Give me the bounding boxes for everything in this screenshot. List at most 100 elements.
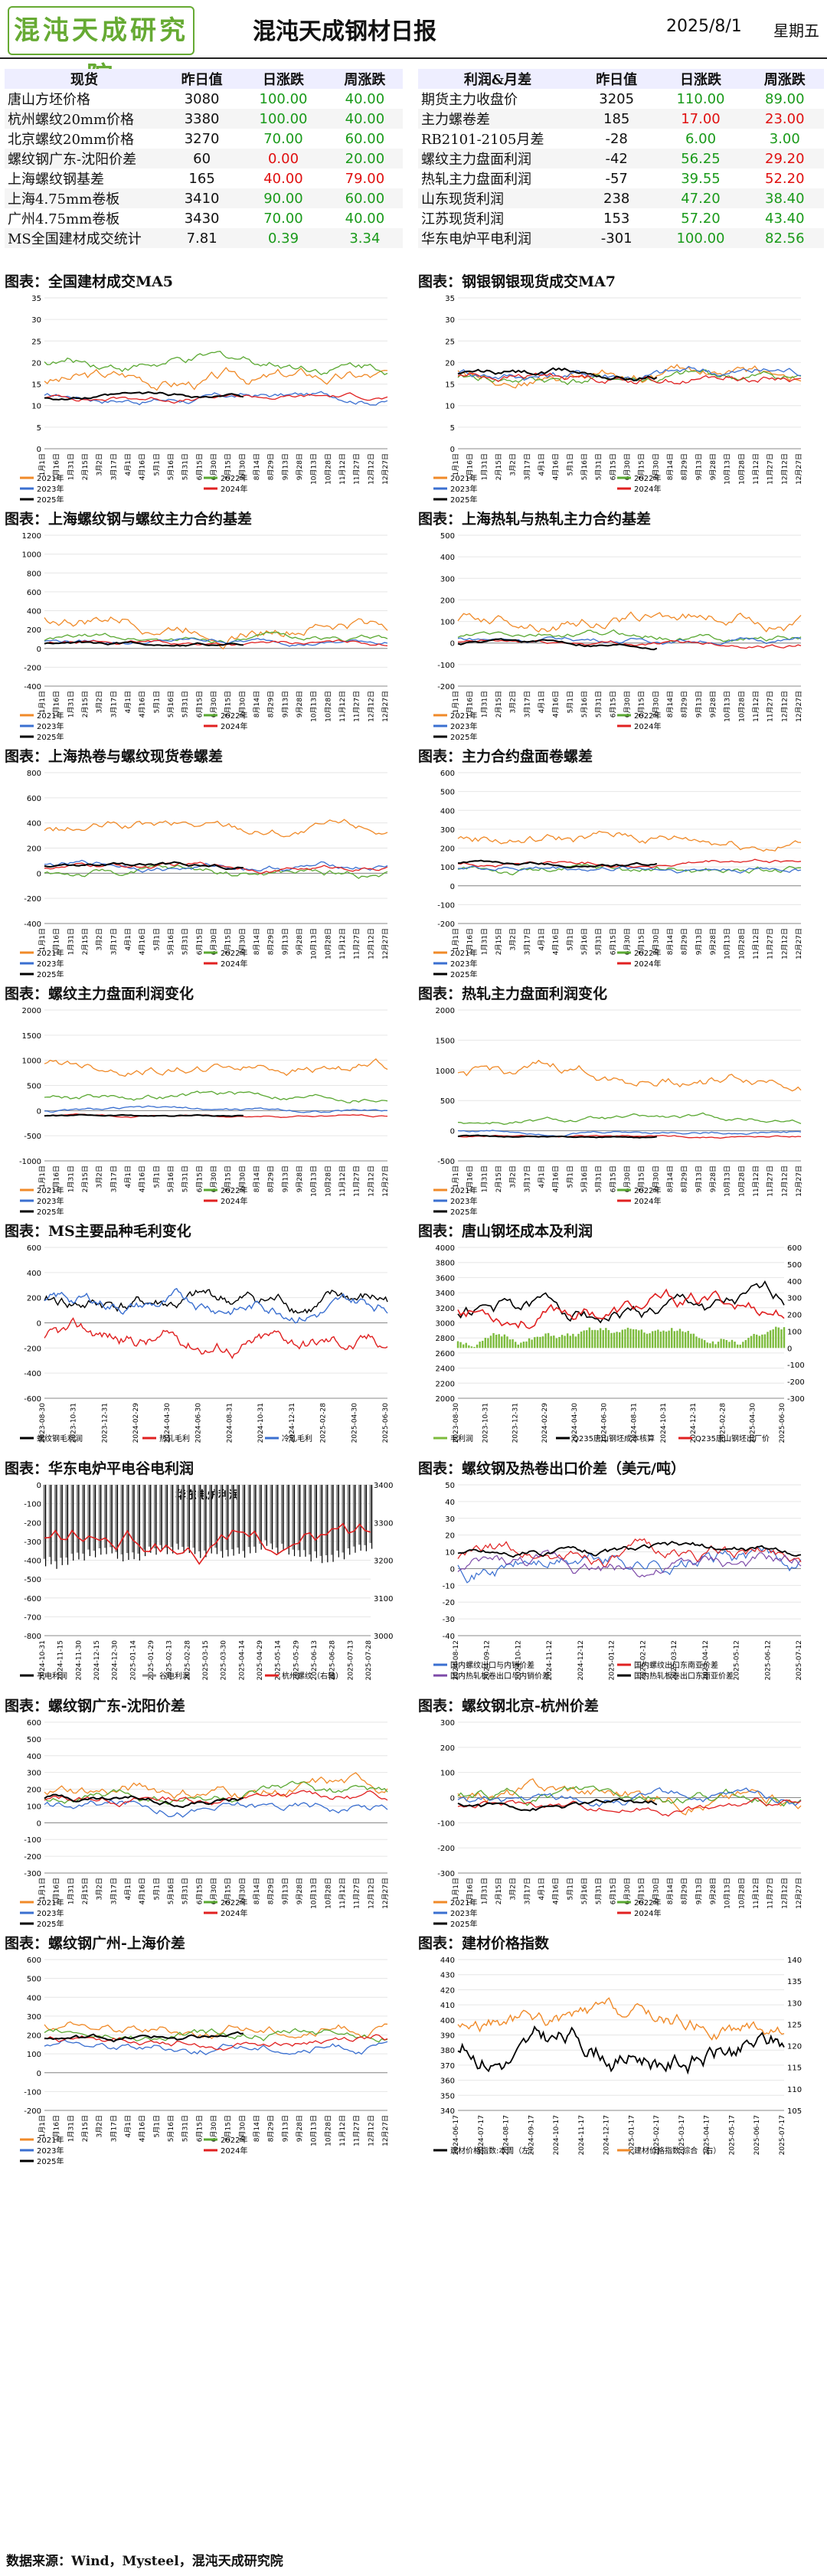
x-tick-label: 12月27日	[795, 1878, 803, 1909]
x-tick-label: 1月31日	[480, 691, 489, 718]
series-line	[457, 830, 802, 852]
x-tick-label: 2024-04-30	[164, 1403, 172, 1443]
y-tick-label: 0	[37, 2070, 41, 2078]
legend-label: 2021年	[37, 948, 64, 958]
profit-bar	[629, 1329, 632, 1348]
series-line	[457, 1059, 802, 1092]
flat-profit-bar	[305, 1485, 306, 1557]
chart-title: 图表：全国建材成交MA5	[5, 273, 173, 290]
x-tick-label: 8月29日	[267, 2115, 276, 2142]
x-tick-label: 7月30日	[652, 1878, 660, 1904]
x-tick-label: 4月16日	[552, 1878, 561, 1904]
x-tick-label: 2025-02-17	[653, 2115, 661, 2155]
y-tick-label: 15	[31, 381, 41, 390]
y-tick-label: 25	[445, 338, 455, 346]
x-tick-label: 9月13日	[281, 928, 289, 955]
legend-label: 平电利润	[37, 1671, 67, 1681]
x-tick-label: 2024-12-15	[93, 1640, 101, 1680]
chart-svg: 340 350 360 370 380 390 400 410 420 430 440 105 110 1…	[433, 1957, 802, 2156]
x-tick-label: 12月12日	[367, 928, 375, 959]
x-tick-label: 2024-02-29	[132, 1403, 140, 1443]
row-label: 螺纹主力盘面利润	[418, 149, 577, 168]
profit-bar	[566, 1333, 569, 1348]
x-tick-label: 2024-10-12	[515, 1640, 522, 1680]
chart-title: 图表：螺纹主力盘面利润变化	[5, 986, 194, 1002]
x-tick-label: 2025-01-29	[148, 1640, 155, 1681]
x-tick-label: 5月16日	[580, 1878, 589, 1904]
legend-label: 国内热轧板卷出口东南亚价差	[634, 1671, 734, 1681]
x-tick-label: 9月28日	[296, 1165, 304, 1192]
legend-label: 建材价格指数:本周（左）	[450, 2146, 537, 2156]
legend-label: 2025年	[37, 495, 64, 502]
chart-section: 图表：螺纹主力盘面利润变化 -1000 -500 0 500 1000 1500 2000 1月…	[5, 984, 403, 1214]
row-label: 热轧主力盘面利润	[421, 172, 531, 188]
x-tick-label: 12月27日	[795, 691, 803, 722]
valley-profit-bar	[325, 1485, 328, 1556]
x-tick-label: 5月16日	[580, 928, 589, 955]
chart-section: 图表：建材价格指数 340 350 360 370 380 390 400 410 420 430 4…	[418, 1934, 816, 2164]
profit-bar	[761, 1334, 763, 1348]
profit-bar	[605, 1328, 607, 1348]
series-line	[44, 1793, 244, 1809]
y2-tick-label: 125	[787, 2021, 802, 2029]
profit-bar	[468, 1345, 470, 1348]
series-line	[44, 616, 388, 650]
x-tick-label: 5月16日	[580, 691, 589, 718]
y-tick-label: -800	[24, 1633, 41, 1641]
x-tick-label: 12月12日	[367, 2115, 375, 2146]
x-tick-label: 2025-04-14	[238, 1640, 246, 1681]
table-row: 螺纹主力盘面利润 -42 56.25 29.20	[418, 149, 824, 168]
valley-profit-bar	[364, 1485, 367, 1545]
x-tick-label: 2023-08-30	[39, 1403, 47, 1443]
x-tick-label: 7月15日	[224, 691, 233, 718]
x-tick-label: 5月1日	[152, 691, 161, 713]
y-tick-label: 400	[440, 807, 455, 816]
y2-tick-label: 120	[787, 2043, 802, 2051]
x-tick-label: 2024-12-31	[690, 1403, 698, 1443]
profit-bar	[501, 1336, 503, 1348]
y-tick-label: 400	[27, 1753, 41, 1761]
x-tick-label: 5月31日	[181, 691, 190, 718]
flat-profit-bar	[188, 1485, 190, 1554]
day-change: 100.00	[240, 109, 327, 129]
x-tick-label: 4月1日	[538, 928, 546, 950]
flat-profit-bar	[222, 1485, 224, 1558]
y-tick-label: 2000	[436, 1395, 455, 1404]
chart-section: 图表：螺纹钢北京-杭州价差 -300 -200 -100 0 100 200 300 1月1日 1…	[418, 1696, 816, 1927]
series-line	[44, 1799, 388, 1818]
series-line	[457, 1129, 802, 1137]
y-tick-label: 600	[440, 770, 455, 778]
x-tick-label: 8月29日	[267, 928, 276, 955]
y2-tick-label: 3100	[374, 1595, 393, 1603]
y-tick-label: -400	[24, 683, 41, 691]
col-header: 周涨跌	[745, 69, 824, 89]
chart-title: 图表：螺纹钢及热卷出口价差（美元/吨）	[418, 1460, 685, 1477]
legend-label: 2022年	[634, 948, 661, 958]
y-tick-label: 35	[445, 295, 455, 303]
x-tick-label: 8月29日	[681, 1878, 689, 1904]
x-tick-label: 5月31日	[181, 453, 190, 480]
y-tick-label: 300	[440, 575, 455, 584]
x-tick-label: 1月1日	[38, 1165, 47, 1188]
day-change: 70.00	[263, 130, 303, 147]
profit-bar	[482, 1340, 484, 1348]
x-tick-label: 5月1日	[152, 1165, 161, 1188]
y-tick-label: -100	[24, 2088, 41, 2097]
series-line	[457, 1997, 785, 2041]
valley-profit-bar	[98, 1485, 101, 1548]
y-tick-label: 20	[445, 1532, 455, 1541]
y-tick-label: 200	[27, 1787, 41, 1795]
row-value: 60	[164, 149, 240, 168]
valley-profit-bar	[110, 1485, 113, 1548]
x-tick-label: 4月16日	[552, 928, 561, 955]
flat-profit-bar	[343, 1485, 345, 1560]
x-tick-label: 2月15日	[81, 1878, 90, 1904]
profit-bar	[520, 1342, 522, 1348]
week-change: 60.00	[326, 188, 403, 208]
day-change: 6.00	[685, 130, 717, 147]
x-tick-label: 3月17日	[523, 453, 531, 480]
chart-section: 图表：螺纹钢及热卷出口价差（美元/吨） -40 -30 -20 -10 0 10 20 30 40…	[418, 1459, 816, 1689]
profit-bar	[717, 1342, 720, 1348]
x-tick-label: 11月12日	[338, 2115, 347, 2146]
x-tick-label: 6月30日	[210, 2115, 218, 2142]
